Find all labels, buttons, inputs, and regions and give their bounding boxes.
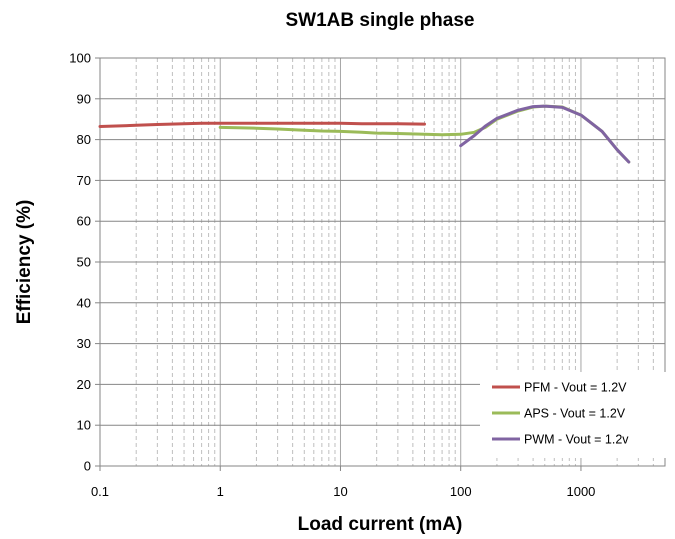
y-tick-label: 40 bbox=[77, 295, 91, 310]
legend-item-pfm: PFM - Vout = 1.2V bbox=[492, 381, 627, 395]
y-tick-label: 70 bbox=[77, 173, 91, 188]
y-tick-label: 90 bbox=[77, 91, 91, 106]
y-tick-label: 10 bbox=[77, 418, 91, 433]
series-lines bbox=[98, 104, 631, 164]
x-tick-label: 1 bbox=[217, 484, 224, 499]
x-tick-label: 0.1 bbox=[91, 484, 109, 499]
x-axis-title: Load current (mA) bbox=[298, 514, 463, 535]
legend-label-aps: APS - Vout = 1.2V bbox=[524, 407, 626, 421]
legend: PFM - Vout = 1.2V APS - Vout = 1.2V PWM … bbox=[480, 372, 666, 458]
y-tick-label: 0 bbox=[84, 459, 91, 474]
series-line-pwm bbox=[459, 104, 631, 164]
y-tick-label: 60 bbox=[77, 214, 91, 229]
x-tick-label: 100 bbox=[450, 484, 472, 499]
y-tick-label: 80 bbox=[77, 132, 91, 147]
y-tick-label: 30 bbox=[77, 336, 91, 351]
y-tick-label: 20 bbox=[77, 377, 91, 392]
y-tick-label: 50 bbox=[77, 255, 91, 270]
series-line-pfm bbox=[98, 121, 426, 128]
grid bbox=[100, 58, 665, 466]
x-tick-label: 10 bbox=[333, 484, 347, 499]
chart-title: SW1AB single phase bbox=[286, 10, 475, 31]
axis-ticks: 0 10 20 30 40 50 60 70 80 90 100 0.1 1 10 100 1000 bbox=[69, 51, 595, 500]
x-tick-label: 1000 bbox=[566, 484, 595, 499]
y-tick-label: 100 bbox=[69, 51, 91, 66]
legend-label-pwm: PWM - Vout = 1.2v bbox=[524, 433, 629, 447]
y-axis-title: Efficiency (%) bbox=[14, 200, 35, 325]
legend-item-pwm: PWM - Vout = 1.2v bbox=[492, 433, 629, 447]
legend-label-pfm: PFM - Vout = 1.2V bbox=[524, 381, 627, 395]
legend-item-aps: APS - Vout = 1.2V bbox=[492, 407, 626, 421]
